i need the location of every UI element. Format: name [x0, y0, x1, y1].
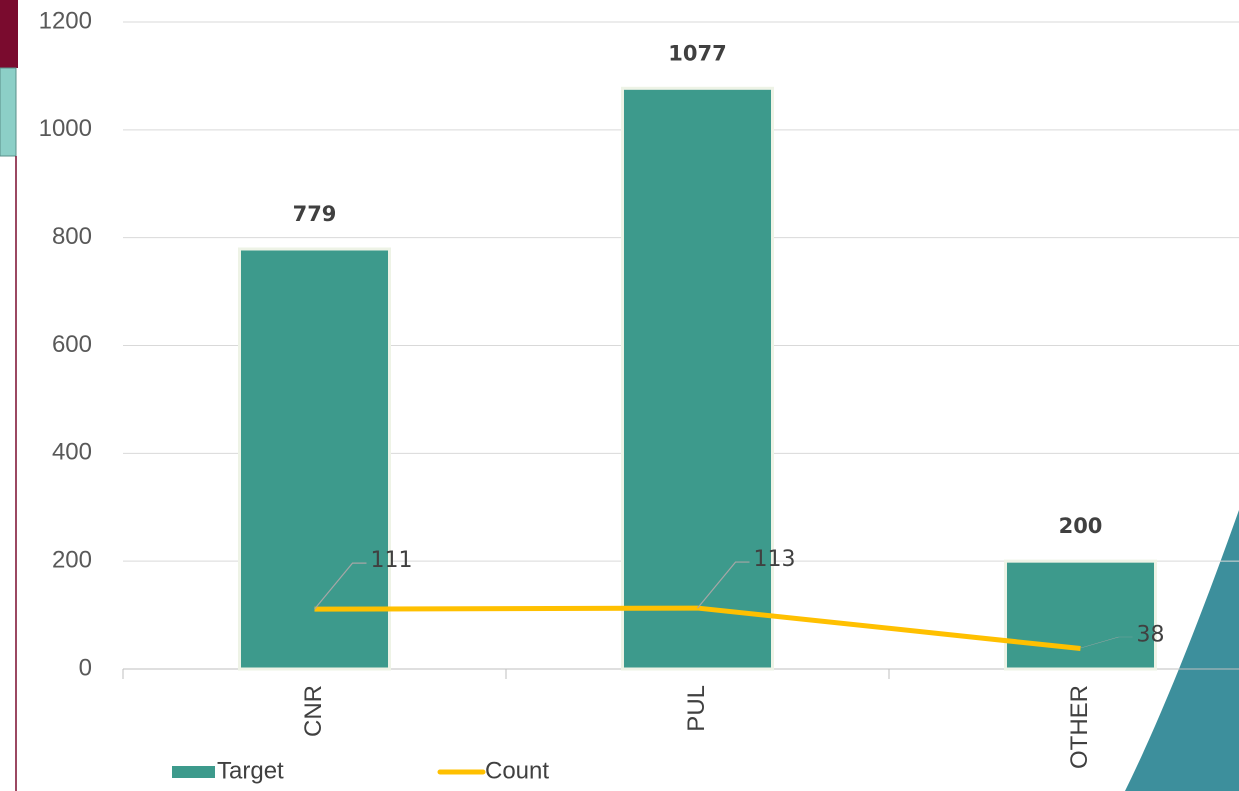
- bar: [623, 88, 773, 669]
- x-tick-label: PUL: [683, 685, 710, 732]
- y-tick-label: 1000: [39, 115, 92, 142]
- bar-value-label: 200: [1059, 514, 1103, 538]
- bar-value-label: 779: [293, 202, 337, 226]
- x-tick-label: CNR: [300, 685, 327, 737]
- legend-swatch: [172, 766, 215, 778]
- chart: 0 200 400 600 800 1000 1200 CNR PUL OTHER 779 1077 2…: [0, 0, 1239, 791]
- y-tick-label: 200: [52, 547, 92, 574]
- y-tick-label: 800: [52, 223, 92, 250]
- y-tick-label: 600: [52, 331, 92, 358]
- bar: [240, 249, 390, 669]
- y-tick-label: 400: [52, 439, 92, 466]
- decor-block: [0, 68, 16, 156]
- legend-label: Count: [485, 757, 549, 784]
- decor-strip: [0, 0, 18, 68]
- line-value-label: 111: [371, 548, 413, 573]
- bar-value-label: 1077: [668, 41, 726, 65]
- y-tick-label: 1200: [39, 7, 92, 34]
- legend-label: Target: [217, 757, 284, 784]
- line-value-label: 113: [754, 547, 796, 572]
- x-tick-label: OTHER: [1066, 685, 1093, 769]
- line-value-label: 38: [1137, 623, 1165, 648]
- y-tick-label: 0: [79, 654, 92, 681]
- bar: [1006, 561, 1156, 669]
